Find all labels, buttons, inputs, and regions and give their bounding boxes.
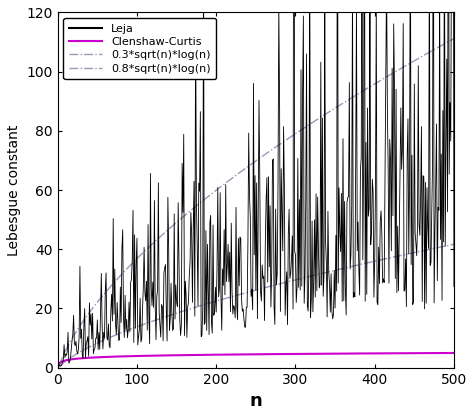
X-axis label: n: n — [249, 392, 262, 410]
Y-axis label: Lebesgue constant: Lebesgue constant — [7, 124, 21, 256]
Legend: Leja, Clenshaw-Curtis, 0.3*sqrt(n)*log(n), 0.8*sqrt(n)*log(n): Leja, Clenshaw-Curtis, 0.3*sqrt(n)*log(n… — [64, 18, 216, 79]
